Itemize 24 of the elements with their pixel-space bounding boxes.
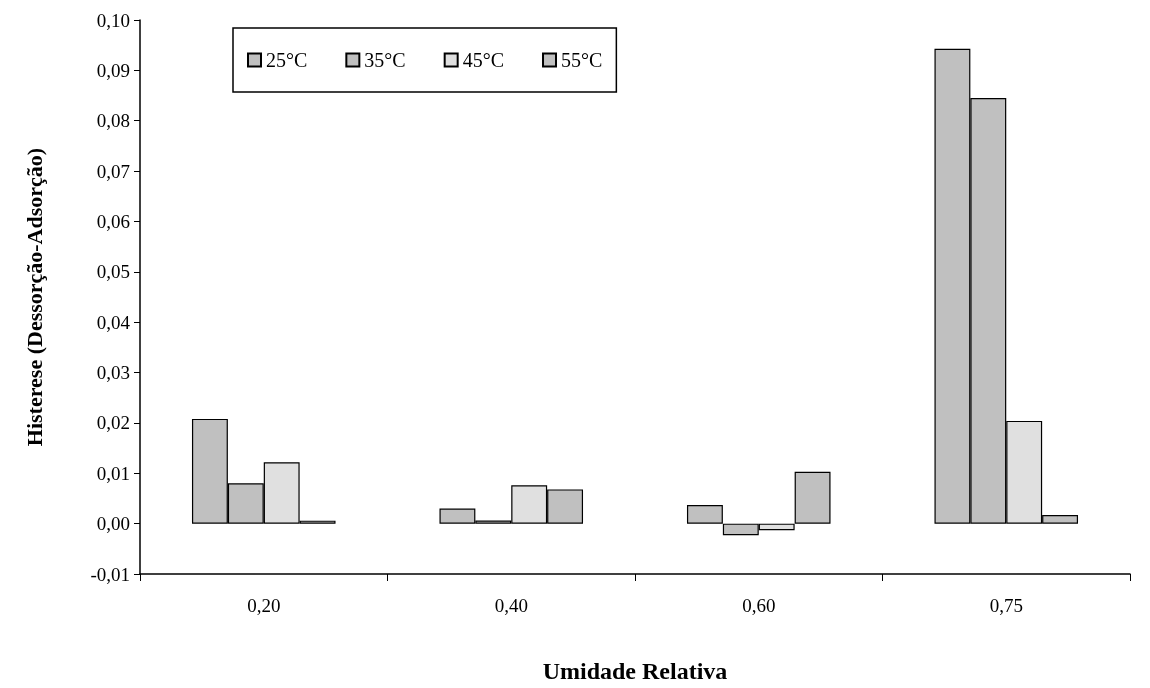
x-tick-label: 0,40 [494, 595, 528, 616]
x-axis-title: Umidade Relativa [542, 658, 728, 684]
x-tick-label: 0,60 [742, 595, 776, 616]
y-tick-label: 0,05 [96, 261, 130, 283]
y-axis-title: Histerese (Dessorção-Adsorção) [21, 147, 47, 447]
legend-label: 55°C [561, 49, 603, 71]
x-tick-label: 0,75 [989, 595, 1023, 616]
y-tick-label: 0,09 [96, 59, 130, 81]
y-tick-label: 0,03 [96, 362, 130, 384]
x-tick-label: 0,20 [247, 595, 281, 616]
legend-label: 25°C [266, 49, 308, 71]
y-tick-label: 0,10 [96, 9, 130, 31]
y-tick-label: 0,06 [96, 210, 130, 232]
y-tick-label: 0,07 [96, 160, 130, 182]
legend-label: 35°C [364, 49, 406, 71]
bar [686, 505, 723, 524]
y-tick-label: -0,01 [90, 563, 130, 585]
y-tick-label: 0,04 [96, 311, 131, 333]
bar [794, 471, 831, 524]
legend-label: 45°C [462, 49, 505, 71]
y-tick-label: 0,00 [96, 513, 130, 535]
y-tick-label: 0,01 [96, 462, 130, 484]
y-tick-label: 0,08 [96, 110, 130, 132]
y-tick-label: 0,02 [96, 412, 130, 434]
